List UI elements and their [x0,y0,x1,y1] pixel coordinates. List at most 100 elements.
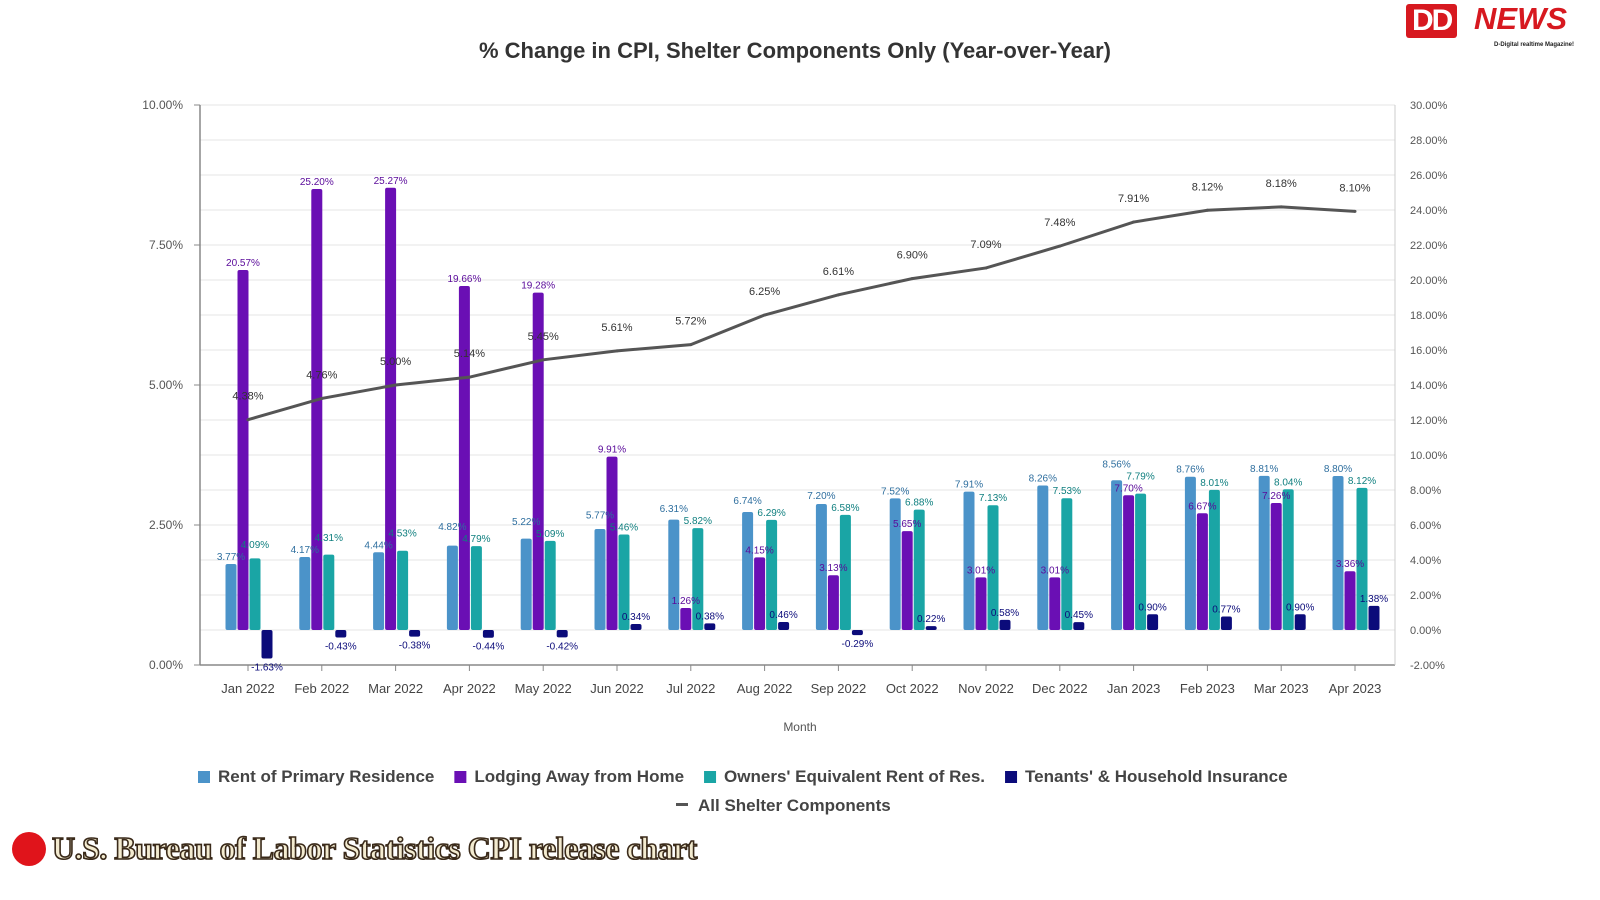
data-label-insurance: 0.34% [622,612,650,623]
right-axis-tick-label: -2.00% [1410,660,1445,672]
line-point [1058,244,1062,248]
bar-lodging [311,189,323,630]
data-label-rent: 5.22% [512,517,540,528]
x-axis-tick-label: Jul 2022 [666,681,715,696]
legend-label-insurance: Tenants' & Household Insurance [1025,767,1288,786]
data-label-rent: 4.44% [364,540,392,551]
data-label-oer: 8.12% [1348,476,1376,487]
data-label-insurance: 0.38% [696,611,724,622]
legend-label-rent: Rent of Primary Residence [218,767,434,786]
bar-insurance [999,619,1011,630]
bar-rent [1184,476,1196,630]
x-axis-tick-label: May 2022 [515,681,572,696]
data-label-oer: 7.53% [1053,486,1081,497]
data-label-lodging: 4.15% [745,545,773,556]
bar-oer [1282,489,1294,630]
line-point [1353,209,1357,213]
bar-rent [1111,480,1123,630]
data-label-lodging: 25.27% [374,176,408,187]
line-point [984,266,988,270]
data-label-line: 6.61% [823,266,854,278]
line-all-shelter [247,205,1356,422]
data-label-line: 8.18% [1266,178,1297,190]
bar-insurance [1147,614,1159,630]
caption-text: U.S. Bureau of Labor Statistics CPI rele… [51,829,698,867]
right-axis-tick-label: 4.00% [1410,555,1441,567]
x-axis-tick-label: Apr 2023 [1329,681,1382,696]
data-label-lodging: 3.13% [819,563,847,574]
bar-oer [397,550,409,630]
red-dot-icon [12,831,46,866]
left-axis-tick-label: 0.00% [149,658,183,672]
bar-rent [520,538,532,630]
bar-insurance [704,623,716,630]
bar-oer [839,514,851,630]
bar-insurance [630,624,642,630]
bar-oer [987,505,999,630]
right-axis-tick-label: 28.00% [1410,135,1448,147]
dd-news-logo: DD NEWS D-Digital realtime Magazine! [1406,2,1586,52]
data-label-insurance: 0.58% [991,608,1019,619]
data-label-lodging: 20.57% [226,258,260,269]
right-axis-tick-label: 14.00% [1410,380,1448,392]
x-axis-tick-label: Mar 2023 [1254,681,1309,696]
legend-swatch-line [676,803,688,806]
data-label-line: 4.76% [306,369,337,381]
data-label-lodging: 3.01% [1041,565,1069,576]
data-label-oer: 6.29% [757,508,785,519]
data-label-lodging: 9.91% [598,445,626,456]
data-label-insurance: 0.45% [1065,610,1093,621]
bar-oer [1135,493,1147,630]
data-label-insurance: 0.90% [1138,602,1166,613]
data-label-insurance: 0.46% [769,610,797,621]
data-label-lodging: 19.28% [521,281,555,292]
x-axis-tick-label: Jan 2023 [1107,681,1161,696]
bar-lodging [901,531,913,630]
data-label-rent: 8.26% [1029,473,1057,484]
data-label-insurance: 0.77% [1212,605,1240,616]
left-axis-tick-label: 5.00% [149,378,183,392]
data-label-oer: 6.58% [831,503,859,514]
x-axis-tick-label: Feb 2023 [1180,681,1235,696]
data-label-line: 7.91% [1118,193,1149,205]
data-label-lodging: 1.26% [672,596,700,607]
data-label-line: 8.12% [1192,181,1223,193]
right-axis-tick-label: 30.00% [1410,100,1448,112]
data-label-rent: 6.74% [733,496,761,507]
data-label-line: 5.61% [601,322,632,334]
data-label-rent: 7.91% [955,480,983,491]
data-label-oer: 8.04% [1274,477,1302,488]
data-label-lodging: 3.01% [967,565,995,576]
data-label-rent: 7.52% [881,486,909,497]
bar-insurance [1294,614,1306,630]
data-label-rent: 8.80% [1324,464,1352,475]
bar-rent [594,529,606,630]
bar-rent [963,491,975,630]
line-point [1279,205,1283,209]
bar-oer [618,534,630,630]
bar-rent [225,564,237,630]
bar-insurance [409,630,421,637]
data-label-insurance: -0.42% [546,641,578,652]
logo-news: NEWS [1474,1,1567,36]
bar-lodging [1049,577,1061,630]
data-label-line: 7.48% [1044,217,1075,229]
right-axis-tick-label: 22.00% [1410,240,1448,252]
caption-banner: U.S. Bureau of Labor Statistics CPI rele… [12,829,698,867]
logo-dd: DD [1406,4,1458,38]
bar-lodging [1270,502,1282,630]
bar-rent [446,545,458,630]
left-axis-tick-label: 10.00% [142,98,183,112]
data-label-rent: 8.81% [1250,464,1278,475]
right-axis-tick-label: 16.00% [1410,345,1448,357]
right-axis-tick-label: 20.00% [1410,275,1448,287]
right-axis-tick-label: 2.00% [1410,590,1441,602]
line-point [615,349,619,353]
data-label-insurance: 0.90% [1286,602,1314,613]
left-axis-tick-label: 2.50% [149,518,183,532]
right-axis-tick-label: 6.00% [1410,520,1441,532]
logo-tagline: D-Digital realtime Magazine! [1494,42,1575,48]
right-axis-tick-label: 26.00% [1410,170,1448,182]
data-label-insurance: -0.43% [325,642,357,653]
